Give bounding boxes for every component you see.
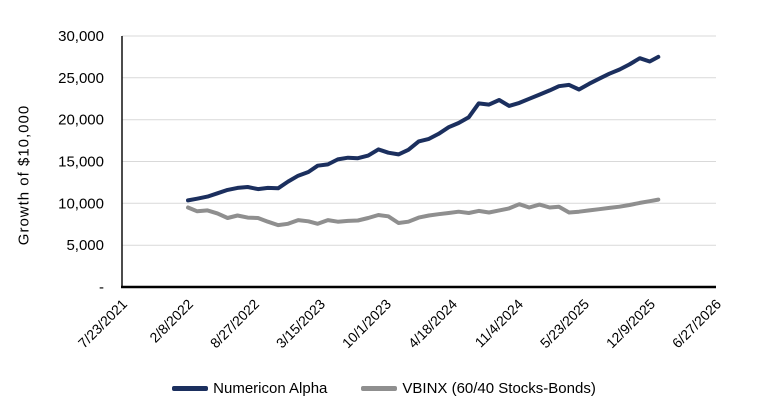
legend-swatch-numericon-alpha bbox=[172, 386, 209, 391]
legend-label-vbinx: VBINX (60/40 Stocks-Bonds) bbox=[402, 380, 596, 397]
svg-text:4/18/2024: 4/18/2024 bbox=[405, 296, 461, 352]
legend-item-vbinx: VBINX (60/40 Stocks-Bonds) bbox=[361, 380, 596, 397]
svg-text:2/8/2022: 2/8/2022 bbox=[146, 296, 196, 346]
y-axis-title: Growth of $10,000 bbox=[15, 104, 33, 246]
svg-text:15,000: 15,000 bbox=[58, 154, 104, 171]
legend-label-numericon-alpha: Numericon Alpha bbox=[213, 380, 328, 397]
svg-text:12/9/2025: 12/9/2025 bbox=[603, 296, 659, 352]
svg-text:10,000: 10,000 bbox=[58, 195, 104, 212]
svg-text:5/23/2025: 5/23/2025 bbox=[537, 296, 593, 352]
svg-text:10/1/2023: 10/1/2023 bbox=[339, 296, 395, 352]
svg-text:30,000: 30,000 bbox=[58, 28, 104, 45]
svg-text:25,000: 25,000 bbox=[58, 70, 104, 87]
svg-text:3/15/2023: 3/15/2023 bbox=[273, 296, 329, 352]
svg-text:11/4/2024: 11/4/2024 bbox=[471, 296, 526, 351]
legend-item-numericon-alpha: Numericon Alpha bbox=[172, 380, 327, 397]
svg-text:8/27/2022: 8/27/2022 bbox=[207, 296, 263, 352]
legend-swatch-vbinx bbox=[361, 386, 398, 391]
svg-text:6/27/2026: 6/27/2026 bbox=[669, 296, 725, 352]
svg-text:20,000: 20,000 bbox=[58, 112, 104, 129]
svg-text:7/23/2021: 7/23/2021 bbox=[75, 296, 131, 352]
svg-text:-: - bbox=[99, 279, 104, 296]
svg-text:5,000: 5,000 bbox=[66, 237, 104, 254]
chart-legend: Numericon Alpha VBINX (60/40 Stocks-Bond… bbox=[0, 380, 768, 397]
plot-area: - 5,000 10,000 15,000 20,000 25,000 30,000 7/23… bbox=[58, 28, 725, 352]
